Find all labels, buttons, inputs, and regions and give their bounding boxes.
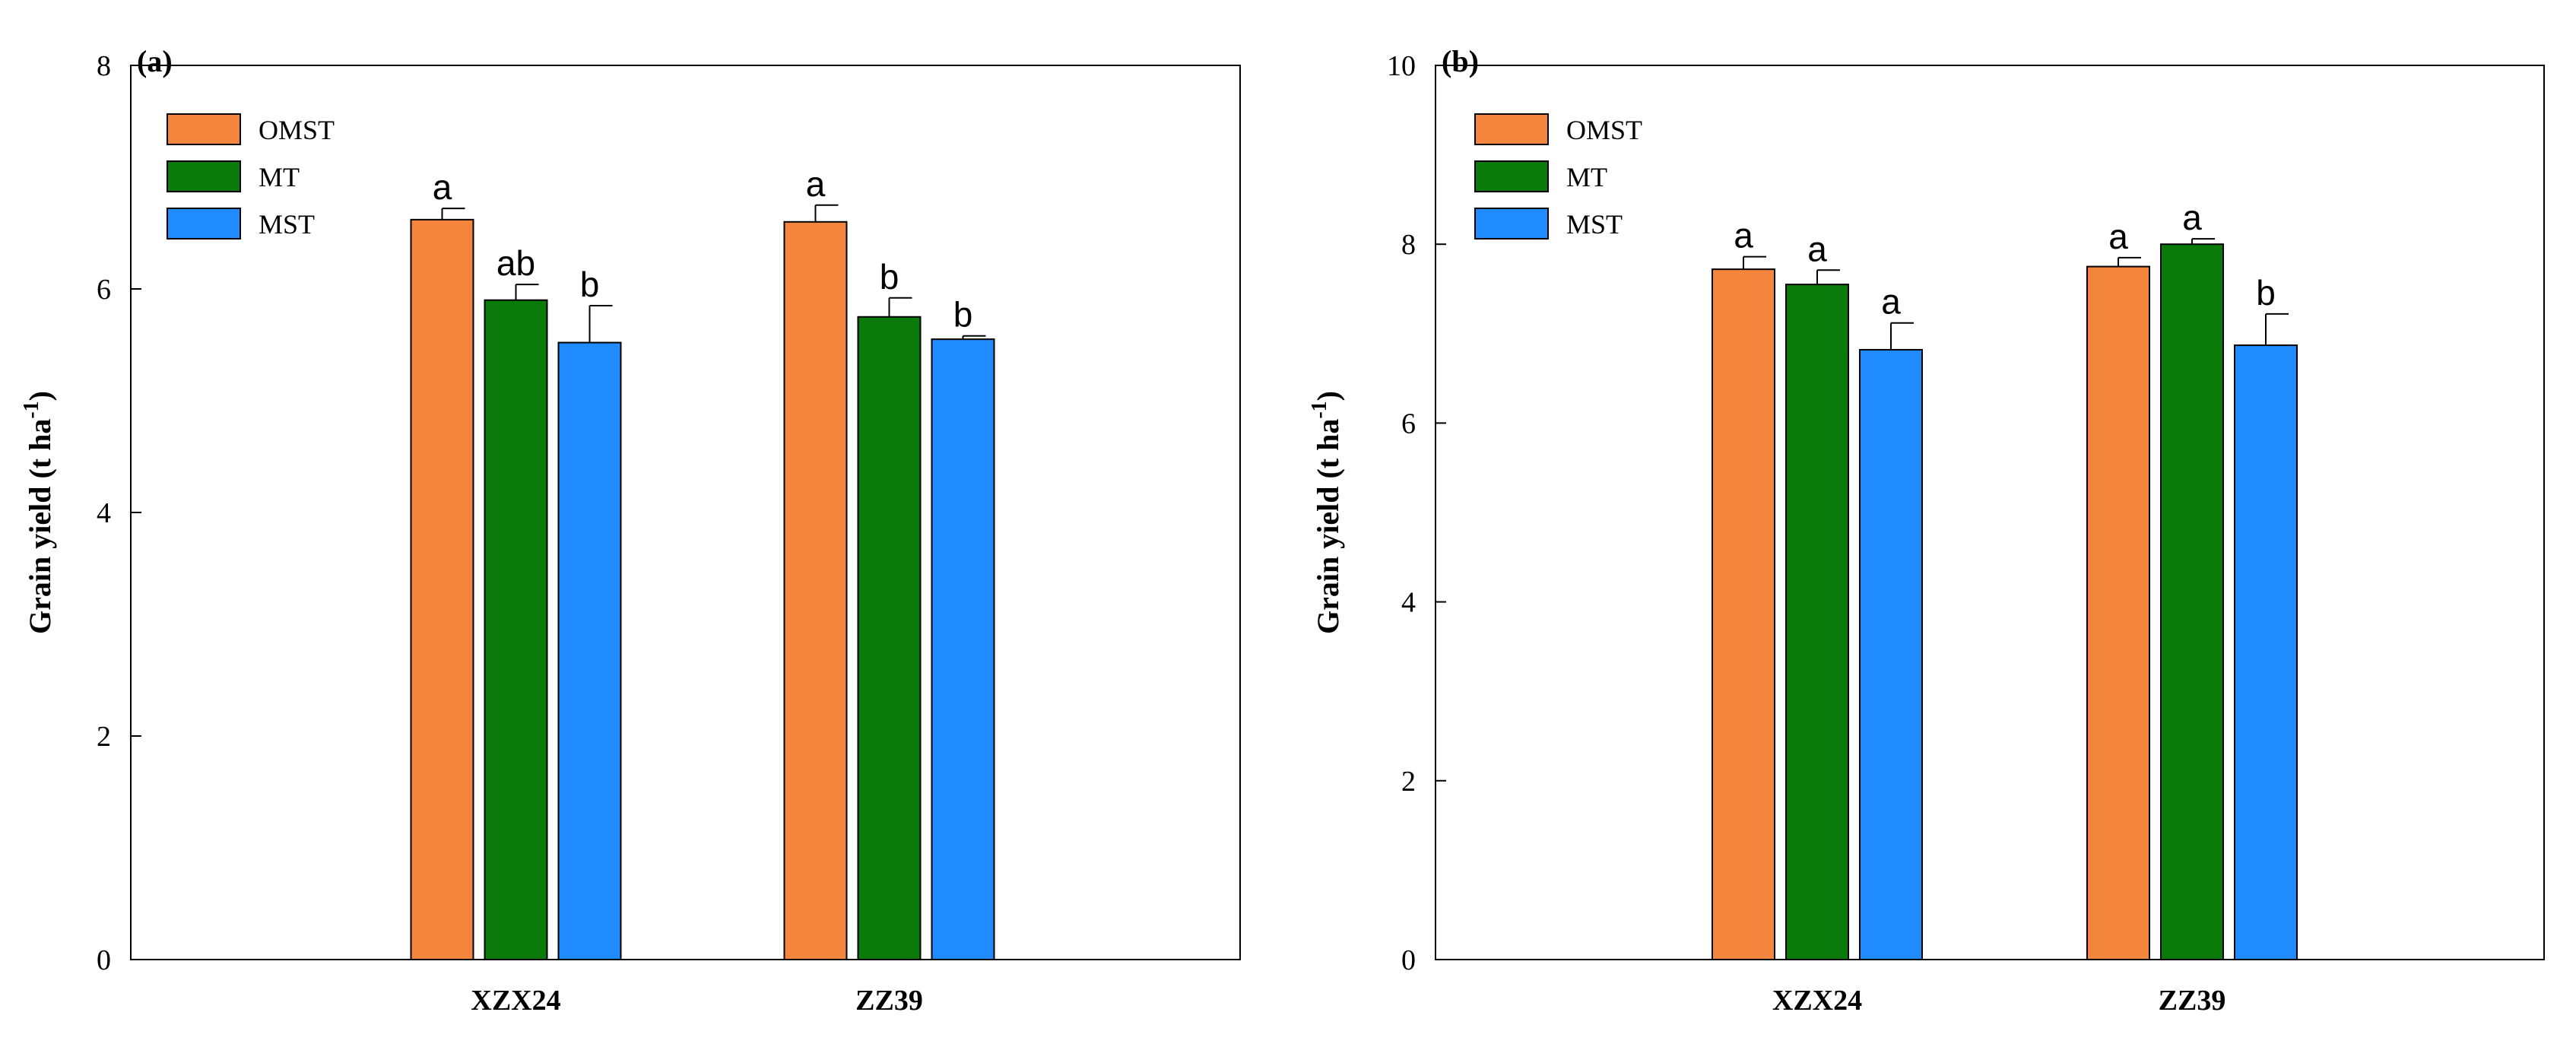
- y-tick-label: 2: [97, 721, 111, 753]
- legend-swatch-mt: [1474, 160, 1549, 192]
- bar-omst-zz39: [783, 221, 848, 960]
- significance-letter: b: [880, 257, 899, 297]
- panel-label: (b): [1442, 44, 1479, 78]
- significance-letter: a: [2108, 217, 2128, 256]
- legend-label-omst: OMST: [259, 115, 335, 145]
- legend-swatch-omst: [1474, 113, 1549, 145]
- y-tick-label: 2: [1401, 766, 1416, 798]
- y-tick-label: 8: [97, 50, 111, 82]
- significance-letter: a: [806, 164, 826, 204]
- significance-letter: ab: [496, 243, 535, 283]
- bar-mt-xzx24: [1785, 284, 1849, 960]
- y-axis-title-main: Grain yield (t ha: [1311, 419, 1345, 634]
- y-axis-title-close: ): [23, 391, 57, 401]
- panel-label: (a): [137, 44, 173, 78]
- legend-label-mt: MT: [259, 162, 300, 192]
- y-tick-label: 0: [97, 944, 111, 976]
- bar-omst-xzx24: [1712, 268, 1775, 960]
- x-category-label: ZZ39: [2159, 985, 2226, 1017]
- y-tick-label: 6: [97, 274, 111, 306]
- x-category-label: XZX24: [471, 985, 560, 1017]
- bar-mt-zz39: [857, 316, 922, 960]
- legend-swatch-mst: [167, 208, 241, 240]
- legend-label-mst: MST: [259, 209, 315, 240]
- bar-mst-zz39: [2234, 344, 2298, 960]
- y-tick-label: 0: [1401, 944, 1416, 976]
- x-category-label: ZZ39: [855, 985, 923, 1017]
- legend-label-omst: OMST: [1566, 115, 1642, 145]
- bar-mst-zz39: [931, 338, 995, 960]
- bar-omst-xzx24: [410, 218, 474, 960]
- bar-omst-zz39: [2086, 265, 2150, 961]
- y-axis-title: Grain yield (t ha-1): [1308, 391, 1345, 634]
- y-axis-title-close: ): [1311, 391, 1345, 401]
- y-axis-title: Grain yield (t ha-1): [20, 391, 57, 634]
- y-tick-label: 10: [1387, 50, 1416, 82]
- significance-letter: a: [1881, 282, 1901, 322]
- significance-letter: a: [1734, 216, 1753, 255]
- legend-swatch-mt: [167, 160, 241, 192]
- legend-swatch-mst: [1474, 208, 1549, 240]
- plot-frame: [1435, 65, 2545, 960]
- y-tick-label: 8: [1401, 229, 1416, 261]
- y-tick-label: 4: [1401, 587, 1416, 619]
- bar-mst-xzx24: [1859, 348, 1923, 960]
- significance-letter: b: [953, 295, 973, 335]
- x-category-label: XZX24: [1772, 985, 1862, 1017]
- y-tick-label: 4: [97, 497, 111, 529]
- significance-letter: a: [2182, 198, 2202, 237]
- legend-label-mst: MST: [1566, 209, 1623, 240]
- significance-letter: b: [580, 265, 600, 304]
- y-axis-title-superscript: -1: [20, 401, 43, 418]
- y-axis-title-main: Grain yield (t ha: [23, 419, 57, 634]
- bar-mt-xzx24: [484, 299, 548, 960]
- significance-letter: b: [2256, 273, 2276, 313]
- bar-mt-zz39: [2160, 243, 2224, 960]
- legend-label-mt: MT: [1566, 162, 1607, 192]
- significance-letter: a: [1807, 229, 1827, 268]
- chart-panel-b: (b) 0 2 4 6 8 10 Grain yield (t ha-1) XZX24 a a a ZZ…: [1308, 44, 2545, 1017]
- bar-mst-xzx24: [557, 341, 622, 960]
- y-tick-label: 6: [1401, 408, 1416, 439]
- legend-swatch-omst: [167, 113, 241, 145]
- plot-frame: [130, 65, 1241, 960]
- y-axis-title-superscript: -1: [1308, 401, 1331, 418]
- significance-letter: a: [433, 167, 452, 207]
